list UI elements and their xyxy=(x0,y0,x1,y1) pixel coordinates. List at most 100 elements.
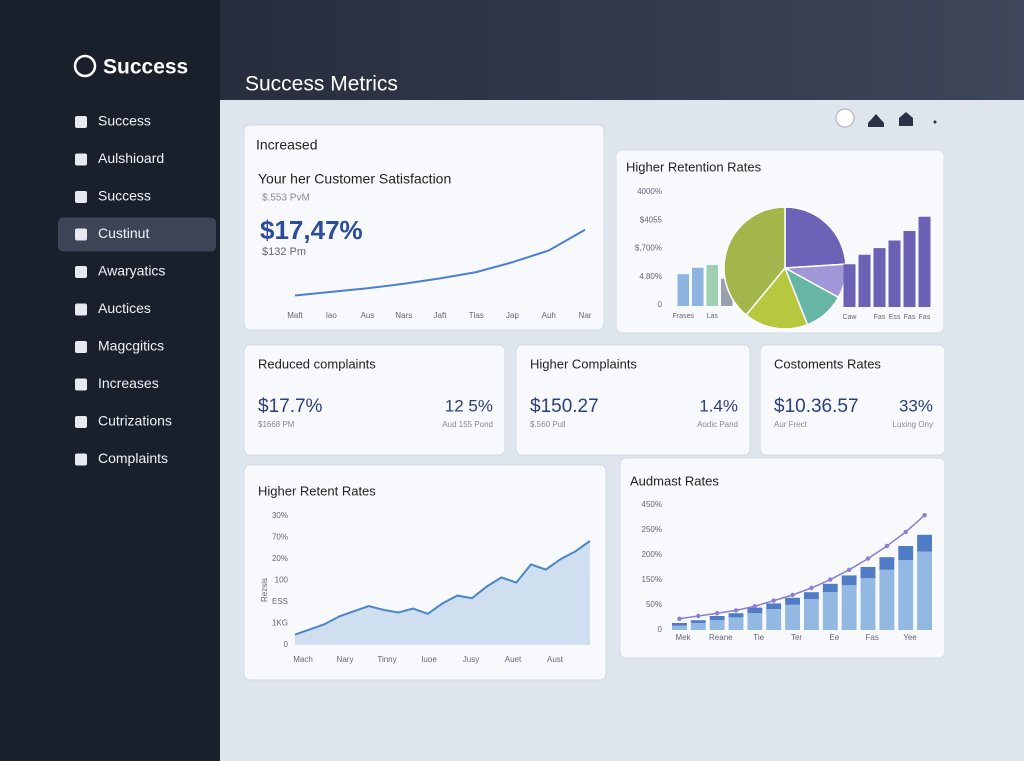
home-icon[interactable] xyxy=(868,114,884,127)
card-title: Higher Complaints xyxy=(530,356,637,371)
y-tick-label: 4.80% xyxy=(639,272,662,281)
bar-segment xyxy=(879,557,895,570)
x-tick-label: Jap xyxy=(506,311,519,320)
y-tick-label: 100 xyxy=(275,576,289,585)
bar-segment xyxy=(709,616,725,621)
y-tick-label: 1KG xyxy=(272,619,288,628)
bar xyxy=(873,248,886,307)
bar-segment xyxy=(766,609,782,630)
bar xyxy=(721,278,733,306)
bar xyxy=(888,240,901,307)
x-tick-label: Tie xyxy=(753,633,764,642)
y-tick-label: 150% xyxy=(642,575,662,584)
x-tick-label: Caw xyxy=(842,314,857,321)
y-tick-label: 20% xyxy=(272,554,288,563)
nav-icon xyxy=(75,303,87,316)
data-line xyxy=(294,540,591,636)
bar-segment xyxy=(785,604,800,630)
bar-segment xyxy=(841,575,857,586)
nav-icon xyxy=(75,153,87,166)
y-tick-label: 4000% xyxy=(637,187,662,196)
bar-segment xyxy=(879,569,895,630)
x-tick-label: Nars xyxy=(395,311,412,320)
nav-icon xyxy=(75,416,87,428)
x-tick-label: Tlas xyxy=(469,311,484,320)
x-tick-label: Fas xyxy=(874,314,886,321)
x-tick-label: Fas xyxy=(919,314,931,321)
card-title: Audmast Rates xyxy=(630,473,719,488)
nav-item[interactable]: Magcgitics xyxy=(98,338,164,354)
bar-segment xyxy=(672,623,687,626)
bar-segment xyxy=(822,592,838,630)
x-tick-label: Auet xyxy=(505,655,522,664)
y-tick-label: $4055 xyxy=(640,215,663,224)
nav-item[interactable]: Awaryatics xyxy=(98,263,165,279)
brand: Success xyxy=(103,56,188,79)
trend-point xyxy=(922,513,927,518)
bar xyxy=(677,274,689,306)
nav-item[interactable]: Increases xyxy=(98,375,159,391)
bar-segment xyxy=(804,592,819,600)
y-tick-label: 250% xyxy=(642,525,662,534)
label: Increased xyxy=(256,137,317,153)
bar-segment xyxy=(672,625,687,630)
bar-segment xyxy=(747,613,763,630)
trend-point xyxy=(733,608,739,613)
y-tick-label: 200% xyxy=(642,550,662,559)
y-tick-label: 0 xyxy=(658,300,663,309)
nav-item[interactable]: Custinut xyxy=(98,225,149,241)
trend-point xyxy=(752,604,758,609)
bar-segment xyxy=(728,617,744,630)
bar-segment xyxy=(860,567,876,579)
y-tick-label: 50% xyxy=(646,600,662,609)
trend-point xyxy=(846,567,852,572)
more-icon[interactable] xyxy=(933,120,937,124)
nav-icon xyxy=(75,453,87,466)
trend-point xyxy=(809,585,814,591)
card-title: Reduced complaints xyxy=(258,356,376,371)
x-tick-label: Mach xyxy=(293,655,313,664)
bar-segment xyxy=(690,623,706,630)
x-tick-label: Mek xyxy=(675,633,691,642)
trend-point xyxy=(884,543,890,549)
icon-button[interactable] xyxy=(835,108,855,128)
nav-item[interactable]: Success xyxy=(98,188,151,204)
nav-active xyxy=(58,217,216,252)
bar xyxy=(918,216,931,307)
x-tick-label: Fas xyxy=(904,314,916,321)
bar xyxy=(706,265,718,306)
nav-item[interactable]: Auctices xyxy=(98,300,151,316)
x-tick-label: Iao xyxy=(326,311,338,320)
x-tick-label: Jusy xyxy=(463,655,479,664)
metric-value: $150.27 xyxy=(530,396,599,417)
nav-item[interactable]: Aulshioard xyxy=(98,150,164,166)
label: Aodic Pand xyxy=(697,420,738,429)
x-tick-label: Jaft xyxy=(434,311,448,320)
metric-value: 12 5% xyxy=(445,396,493,415)
sidebar xyxy=(0,0,220,761)
nav-icon xyxy=(75,341,87,353)
card-title: Higher Retent Rates xyxy=(258,483,376,498)
x-tick-label: Aust xyxy=(547,655,564,664)
x-tick-label: Nar xyxy=(579,311,592,320)
bar xyxy=(843,264,856,307)
label: $132 Pm xyxy=(262,246,306,258)
metric-value: 33% xyxy=(899,396,933,415)
card-title: Costoments Rates xyxy=(774,356,881,371)
nav-item[interactable]: Cutrizations xyxy=(98,413,172,429)
nav-item[interactable]: Complaints xyxy=(98,450,168,466)
x-tick-label: Reane xyxy=(709,633,733,642)
house-icon[interactable] xyxy=(899,112,913,126)
x-tick-label: Auh xyxy=(542,311,556,320)
pie-slice xyxy=(745,266,809,330)
label: $.560 Pull xyxy=(530,420,566,429)
nav-item[interactable]: Success xyxy=(98,113,151,129)
pie-slice xyxy=(723,206,786,317)
nav-icon xyxy=(75,228,87,241)
card xyxy=(515,344,751,456)
x-tick-label: Ee xyxy=(829,633,839,642)
header xyxy=(220,0,1024,100)
x-tick-label: Nary xyxy=(337,655,354,664)
